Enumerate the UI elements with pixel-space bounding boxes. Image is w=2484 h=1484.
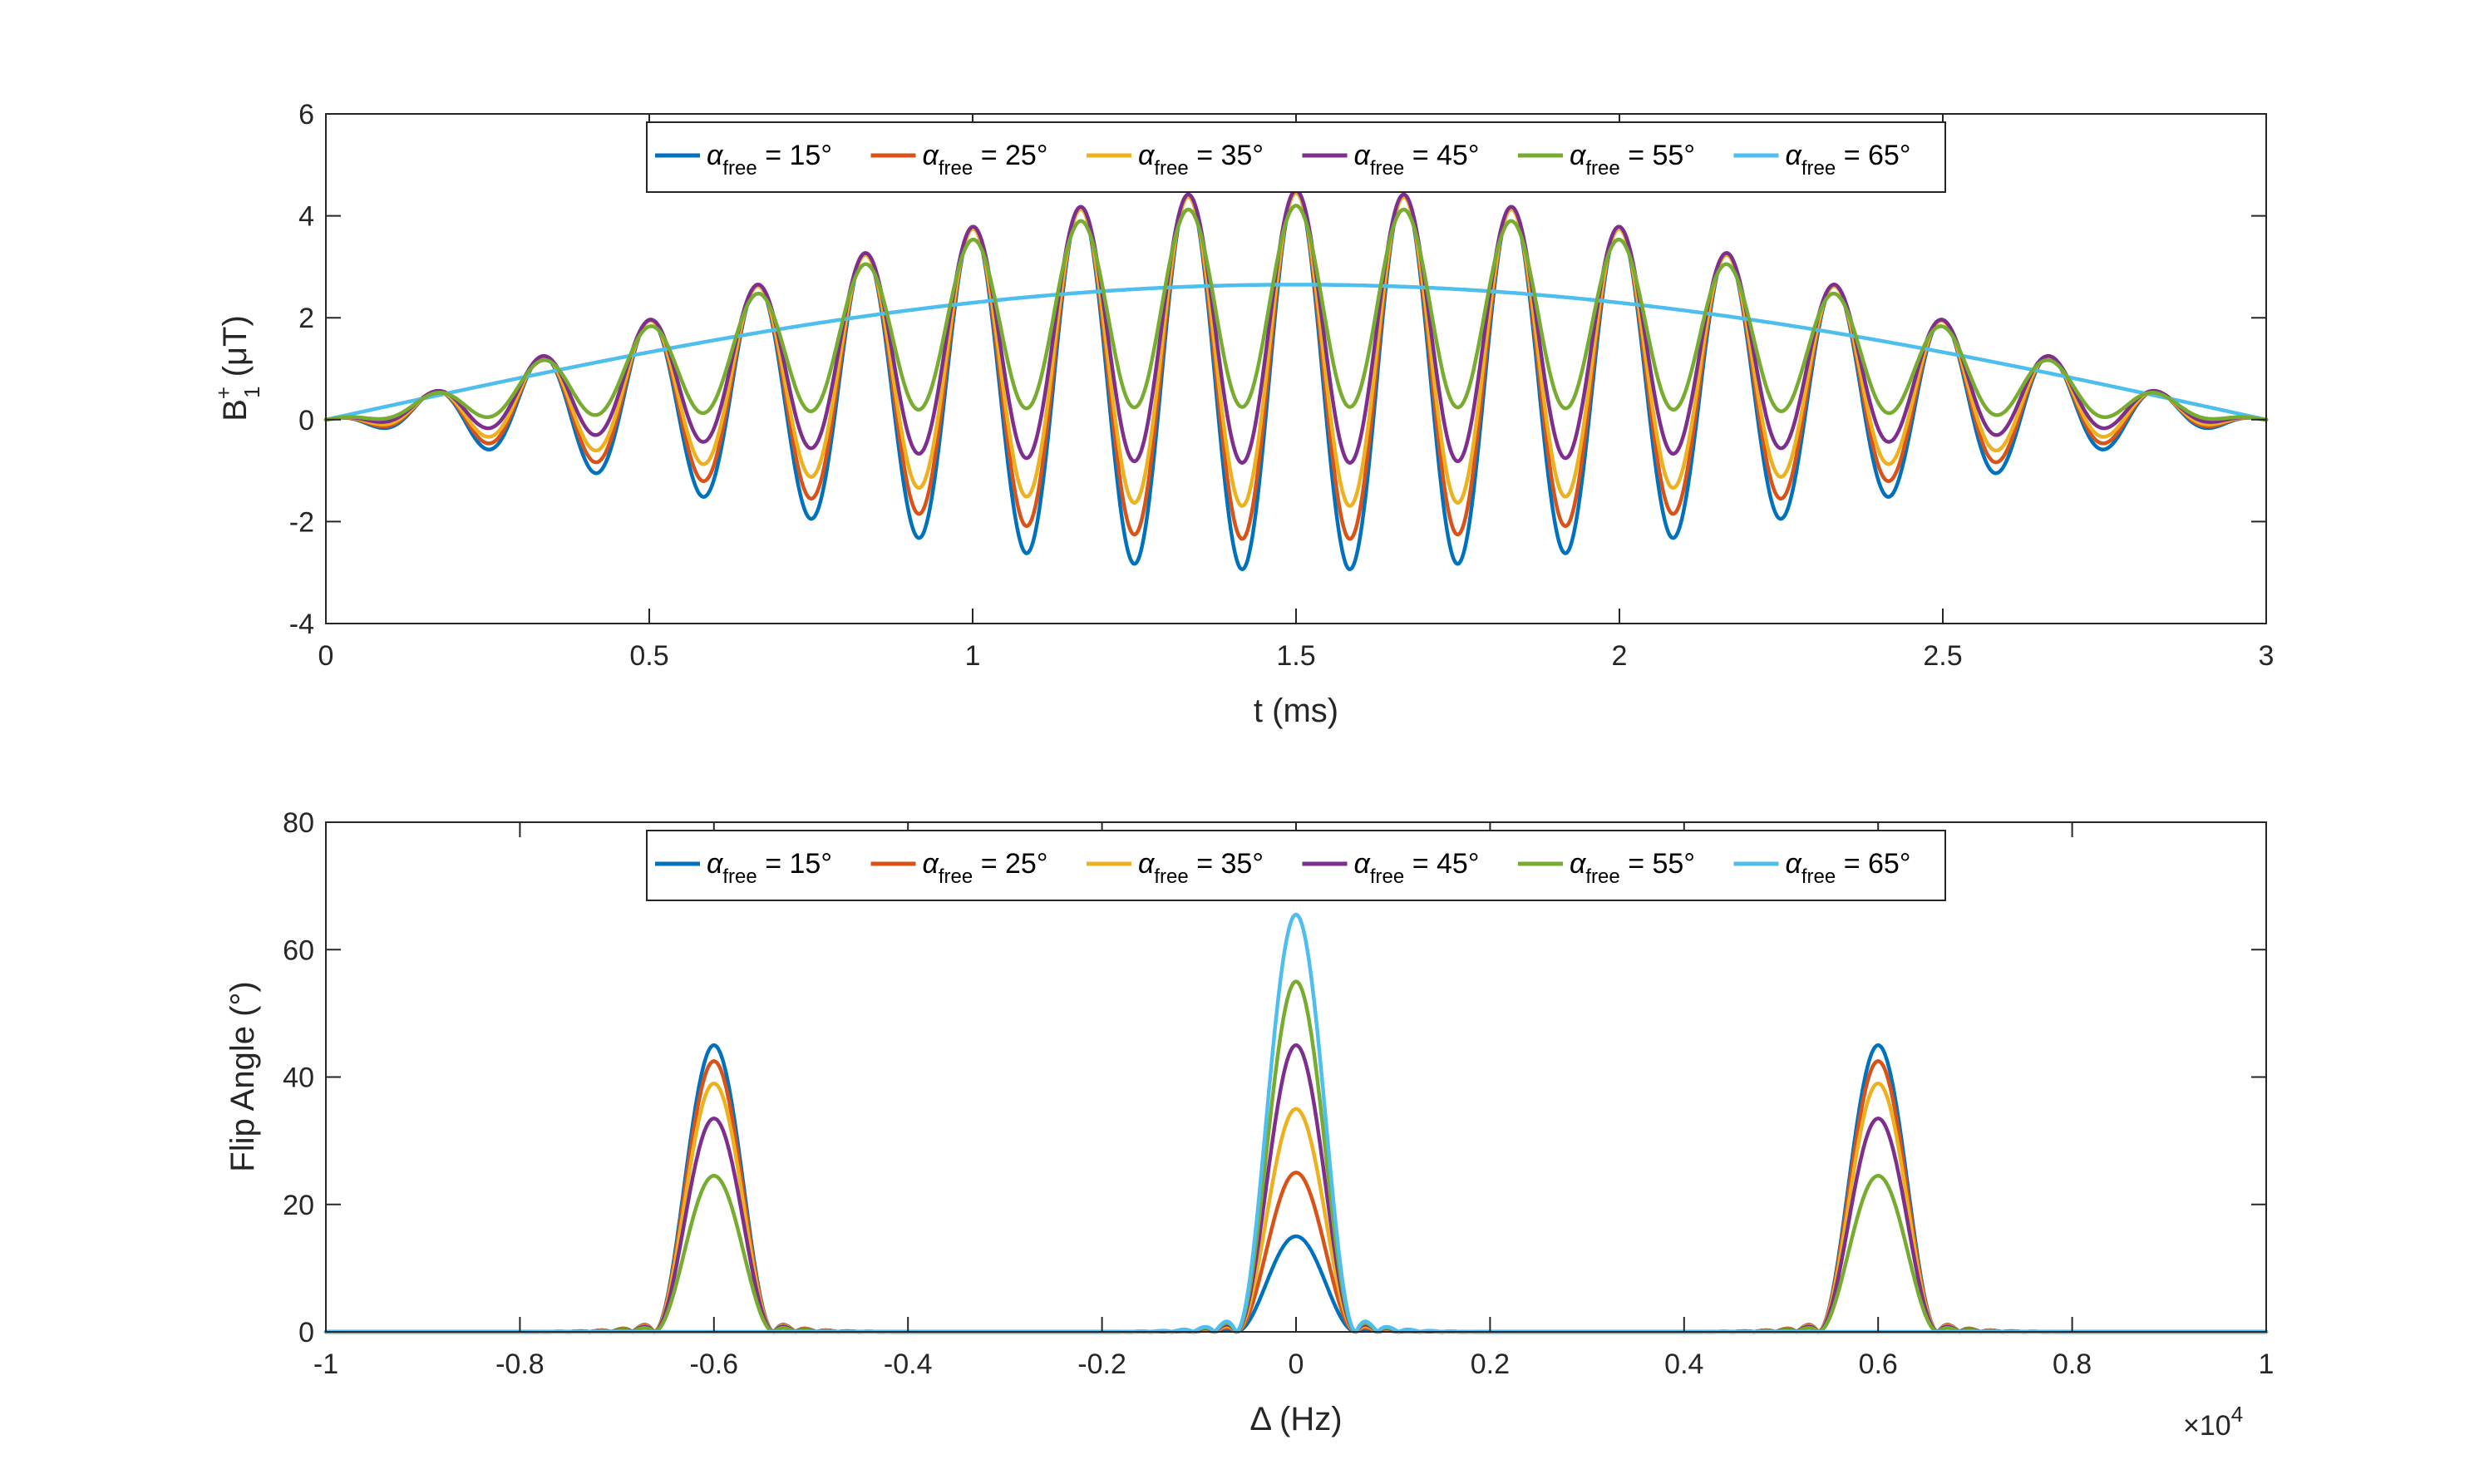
bottom-legend-label-15: αfree = 15°	[707, 848, 832, 888]
bottom-xtick-label: 0.4	[1664, 1348, 1703, 1380]
top-legend: αfree = 15° αfree = 25° αfree = 35° αfree =…	[646, 121, 1946, 193]
top-legend-label-55: αfree = 55°	[1570, 140, 1695, 180]
top-series-line-65	[323, 283, 2269, 422]
top-xtick-label: 2	[1612, 640, 1628, 672]
bottom-xtick-label: 0	[1289, 1348, 1304, 1380]
bottom-xtick-label: -0.4	[884, 1348, 933, 1380]
bottom-ytick-label: 0	[298, 1317, 314, 1348]
chart-b1-pulse: 0 0.5 1 1.5 2 2.5 3 -4 -2 0 2 4 6 t (ms) B+ 1 (μT) αf…	[211, 99, 2274, 729]
bottom-series-line-35	[323, 1081, 2269, 1334]
top-xtick-label: 2.5	[1923, 640, 1962, 672]
bottom-xtick-label: -0.8	[495, 1348, 545, 1380]
bottom-ytick-label: 40	[283, 1062, 314, 1094]
top-legend-label-35: αfree = 35°	[1138, 140, 1264, 180]
top-ytick-label: -2	[289, 506, 314, 538]
bottom-xtick-label: 0.2	[1471, 1348, 1510, 1380]
top-ticks-group: 0 0.5 1 1.5 2 2.5 3 -4 -2 0 2 4 6	[289, 99, 2275, 672]
top-legend-label-65: αfree = 65°	[1786, 140, 1911, 180]
bottom-ytick-label: 20	[283, 1190, 314, 1221]
bottom-xtick-label: 0.6	[1859, 1348, 1898, 1380]
top-xtick-label: 1	[965, 640, 981, 672]
top-xlabel: t (ms)	[1254, 693, 1338, 729]
top-legend-label-45: αfree = 45°	[1354, 140, 1480, 180]
top-ytick-label: 4	[298, 201, 314, 233]
top-series-line-25	[323, 188, 2269, 541]
bottom-ticks-group: -1 -0.8 -0.6 -0.4 -0.2 0 0.2 0.4 0.6 0.8 1 0 20 40 60 8…	[283, 807, 2274, 1380]
bottom-legend-label-55: αfree = 55°	[1570, 848, 1695, 888]
bottom-legend-label-35: αfree = 35°	[1138, 848, 1264, 888]
top-series-group	[323, 188, 2269, 572]
bottom-legend: αfree = 15° αfree = 25° αfree = 35° αfree =…	[646, 830, 1946, 901]
top-ylabel: B+ 1 (μT)	[211, 315, 264, 422]
top-xtick-label: 1.5	[1276, 640, 1315, 672]
bottom-xtick-label: -1	[313, 1348, 338, 1380]
bottom-series-line-25	[323, 1059, 2269, 1334]
bottom-xtick-label: 1	[2259, 1348, 2275, 1380]
top-xtick-label: 0.5	[629, 640, 668, 672]
bottom-legend-box	[646, 830, 1946, 901]
bottom-ylabel: Flip Angle (°)	[224, 981, 261, 1171]
top-ytick-label: -4	[289, 609, 314, 640]
top-legend-label-25: αfree = 25°	[923, 140, 1048, 180]
bottom-legend-label-65: αfree = 65°	[1786, 848, 1911, 888]
bottom-xtick-label: 0.8	[2053, 1348, 2092, 1380]
bottom-series-group	[323, 912, 2269, 1334]
top-xtick-label: 0	[318, 640, 334, 672]
bottom-legend-label-45: αfree = 45°	[1354, 848, 1480, 888]
top-legend-label-15: αfree = 15°	[707, 140, 832, 180]
top-ytick-label: 0	[298, 405, 314, 436]
chart-flip-angle: -1 -0.8 -0.6 -0.4 -0.2 0 0.2 0.4 0.6 0.8 1 0 20 40 60 8…	[224, 807, 2274, 1442]
top-xtick-label: 3	[2259, 640, 2275, 672]
bottom-xtick-label: -0.6	[690, 1348, 739, 1380]
bottom-legend-label-25: αfree = 25°	[923, 848, 1048, 888]
top-series-line-35	[323, 190, 2269, 508]
top-ytick-label: 6	[298, 99, 314, 131]
bottom-series-line-65	[323, 912, 2269, 1334]
bottom-ytick-label: 60	[283, 934, 314, 966]
bottom-x-multiplier: ×104	[2183, 1402, 2243, 1442]
bottom-xtick-label: -0.2	[1077, 1348, 1126, 1380]
bottom-ytick-label: 80	[283, 807, 314, 839]
bottom-series-line-45	[323, 1043, 2269, 1334]
top-series-line-55	[323, 204, 2269, 422]
top-ytick-label: 2	[298, 303, 314, 334]
bottom-series-line-15	[323, 1043, 2269, 1334]
bottom-xlabel: Δ (Hz)	[1249, 1401, 1342, 1437]
top-series-line-15	[323, 188, 2269, 572]
bottom-series-line-55	[323, 979, 2269, 1334]
top-legend-box	[646, 121, 1946, 193]
